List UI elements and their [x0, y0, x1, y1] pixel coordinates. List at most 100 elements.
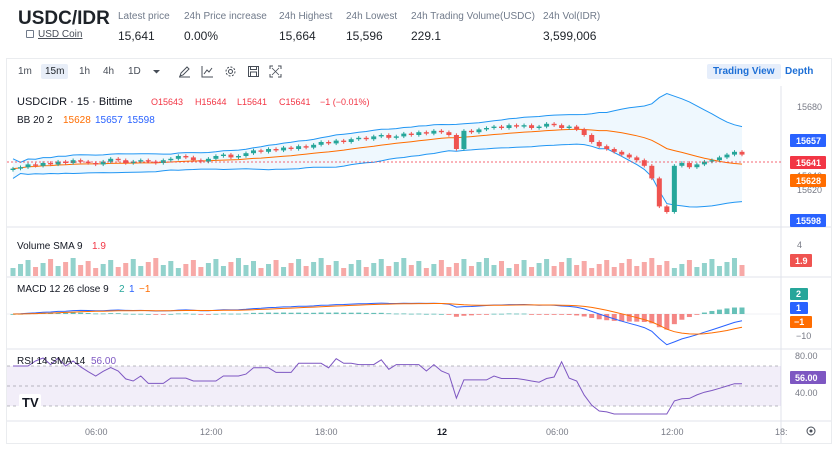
- macd-hist-bar: [491, 313, 497, 315]
- candle-body: [348, 139, 354, 142]
- price-tag-bb-upper: [790, 134, 826, 147]
- macd-hist-bar: [123, 313, 129, 315]
- macd-hist-bar: [476, 314, 482, 315]
- volume-bar: [311, 262, 317, 276]
- settings-gear-icon-center: [809, 429, 813, 433]
- macd-hist-bar: [656, 314, 662, 328]
- candle-body: [739, 151, 745, 155]
- stat-latest-price: Latest price 15,641: [118, 11, 170, 43]
- volume-bar: [273, 260, 279, 276]
- macd-hist-bar: [78, 312, 84, 314]
- trading-view-button[interactable]: Trading View: [707, 64, 781, 79]
- interval-1h[interactable]: 1h: [79, 66, 91, 77]
- volume-bar: [138, 266, 144, 276]
- candle-body: [183, 156, 189, 158]
- macd-hist-bar: [213, 313, 219, 315]
- volume-bar: [476, 262, 482, 276]
- rsi-value: 56.00: [91, 356, 116, 367]
- candle-body: [589, 135, 595, 142]
- candle-body: [25, 164, 31, 168]
- rsi-tag: [790, 371, 826, 384]
- bollinger-band: [12, 92, 743, 208]
- stat-label: Latest price: [118, 11, 170, 22]
- coin-link[interactable]: USD Coin: [26, 29, 82, 40]
- bb-upper-line: [12, 92, 743, 163]
- coin-link-label: USD Coin: [38, 29, 83, 40]
- volume-bar: [333, 261, 339, 276]
- volume-bar: [123, 263, 129, 276]
- gear-icon[interactable]: [224, 65, 237, 78]
- price-tag-basis-label: 15628: [796, 176, 821, 186]
- volume-bar: [378, 259, 384, 276]
- volume-bar: [341, 268, 347, 276]
- macd-hist-bar: [70, 312, 76, 314]
- macd-hist-bar: [160, 314, 166, 315]
- volume-bar: [694, 267, 700, 276]
- svg-text:TV: TV: [22, 395, 39, 410]
- candle-body: [468, 130, 474, 133]
- pencil-icon[interactable]: [178, 65, 191, 78]
- candle-body: [574, 126, 580, 130]
- macd-hist-bar: [393, 313, 399, 315]
- volume-bar: [611, 267, 617, 276]
- macd-hist-bar: [664, 314, 670, 330]
- settings-gear-icon[interactable]: [806, 426, 816, 436]
- macd-hist-bar: [559, 314, 565, 315]
- volume-bar: [130, 259, 136, 276]
- volume-bar: [641, 262, 647, 276]
- ohlc-h: H15644: [195, 97, 227, 107]
- price-tag-bb-lower: [790, 214, 826, 227]
- volume-bar: [423, 268, 429, 276]
- price-tag-basis: [790, 174, 826, 187]
- volume-bar: [446, 267, 452, 276]
- macd-tag-macd: [790, 302, 808, 314]
- macd-hist-bar: [296, 312, 302, 314]
- chevron-down-icon[interactable]: [150, 65, 163, 78]
- macd-hist-bar: [205, 314, 211, 315]
- candle-body: [250, 150, 256, 154]
- macd-hist-bar: [115, 313, 121, 315]
- candle-body: [123, 160, 129, 163]
- depth-button[interactable]: Depth: [785, 66, 814, 77]
- candle-body: [326, 142, 332, 144]
- candle-body: [288, 147, 294, 149]
- volume-bars: [10, 258, 745, 276]
- candle-body: [521, 125, 527, 127]
- interval-1d[interactable]: 1D: [128, 66, 141, 77]
- stat-label: 24h Price increase: [184, 11, 267, 22]
- volume-bar: [40, 263, 46, 276]
- macd-hist-bar: [686, 314, 692, 318]
- price-tag-last: [790, 156, 826, 169]
- line-chart-icon[interactable]: [201, 65, 214, 78]
- candle-body: [220, 154, 226, 156]
- candle-body: [423, 132, 429, 134]
- interval-15m[interactable]: 15m: [41, 64, 69, 79]
- macd-hist-bar: [341, 312, 347, 314]
- volume-bar: [115, 267, 121, 276]
- interval-1m[interactable]: 1m: [18, 66, 32, 77]
- macd-hist-bar: [551, 314, 557, 315]
- ohlc-l: L15641: [237, 97, 267, 107]
- macd-hist-bar: [589, 314, 595, 318]
- volume-bar: [198, 267, 204, 276]
- volume-bar: [589, 268, 595, 276]
- candle-body: [371, 136, 377, 140]
- volume-bar: [183, 264, 189, 276]
- candle-body: [724, 154, 730, 158]
- macd-hist-bar: [506, 313, 512, 315]
- macd-hist-bar: [619, 314, 625, 322]
- candle-body: [401, 133, 407, 137]
- volume-bar: [85, 261, 91, 276]
- volume-bar: [386, 266, 392, 276]
- interval-4h[interactable]: 4h: [103, 66, 115, 77]
- save-icon[interactable]: [247, 65, 260, 78]
- price-chart[interactable]: USDCIDR · 15 · Bittime O15643 H15644 L15…: [7, 86, 831, 443]
- bb-label: BB 20 2: [17, 115, 53, 126]
- macd-hist-bar: [731, 307, 737, 314]
- fullscreen-icon[interactable]: [269, 65, 282, 78]
- macd-hist-bar: [694, 314, 700, 315]
- chart-container: 1m 15m 1h 4h 1D Trading View Depth USDCI…: [6, 58, 832, 444]
- volume-bar: [679, 264, 685, 276]
- candle-body: [619, 151, 625, 155]
- macd-hist-bar: [386, 313, 392, 315]
